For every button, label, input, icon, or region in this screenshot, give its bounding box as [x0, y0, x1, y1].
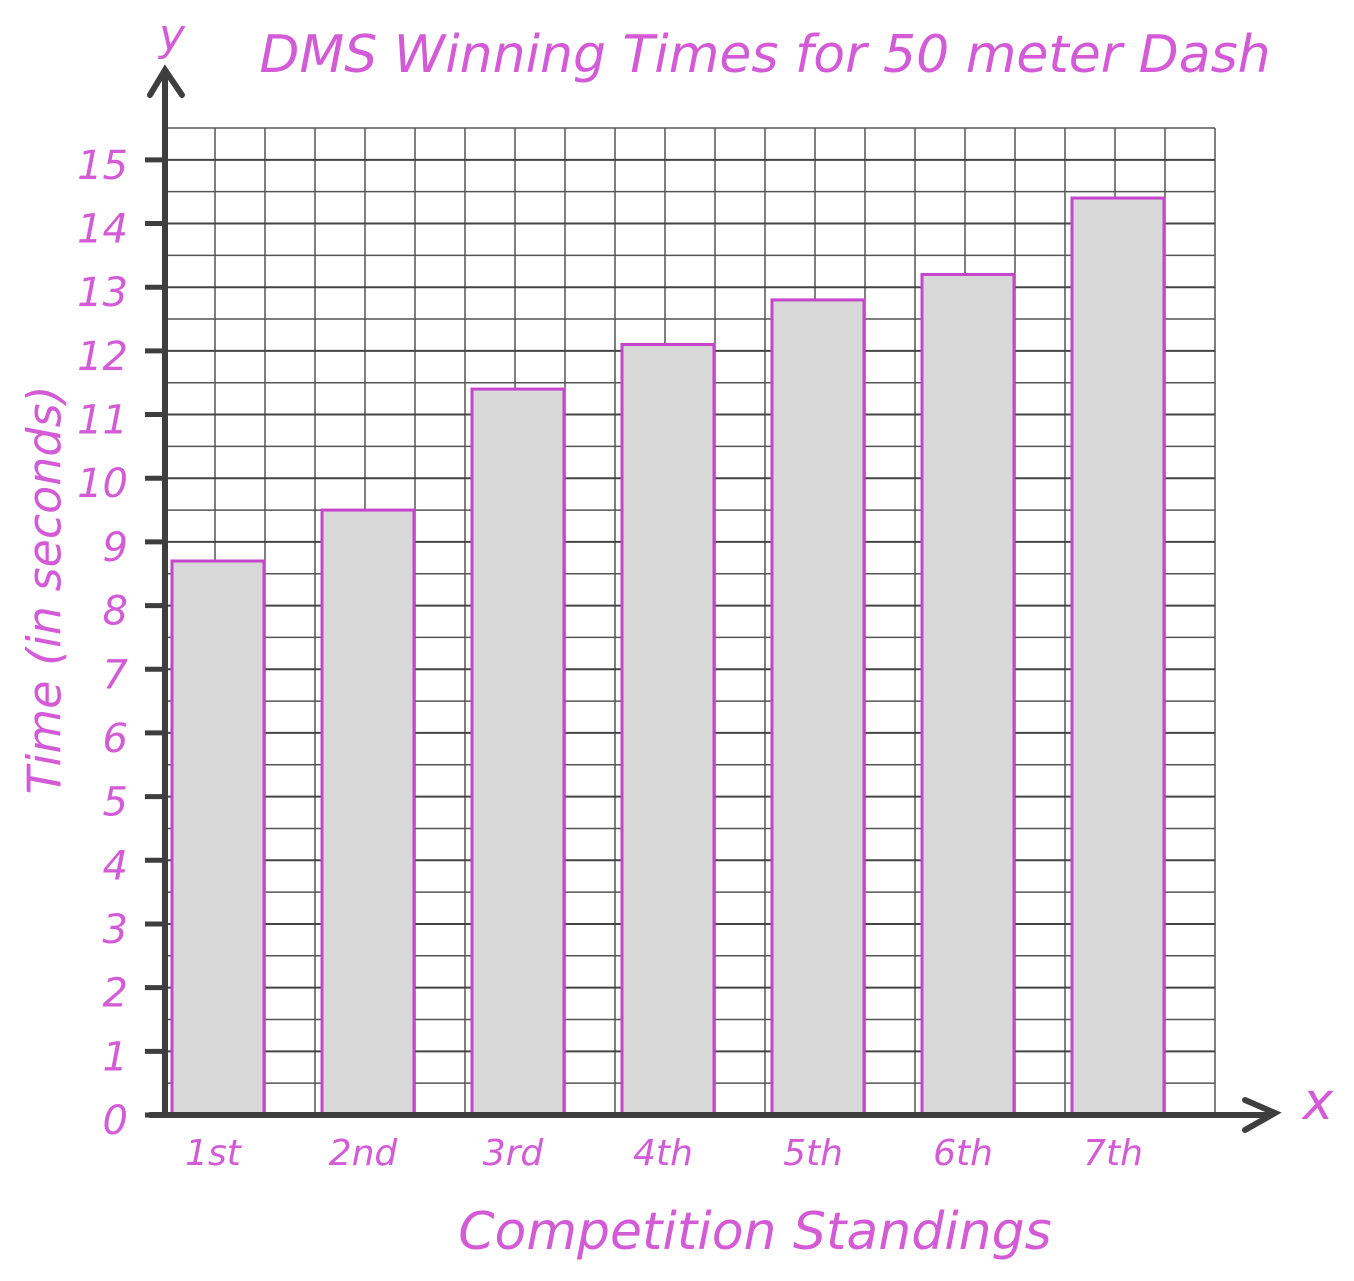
x-tick-label: 2nd — [329, 1133, 399, 1174]
y-tick-label: 4 — [103, 843, 128, 889]
y-tick-label: 14 — [77, 207, 128, 253]
x-tick-label: 1st — [185, 1133, 243, 1174]
y-tick-label: 7 — [103, 652, 129, 698]
x-tick-label: 6th — [933, 1133, 993, 1174]
y-tick-label: 2 — [103, 971, 128, 1017]
x-tick-label: 3rd — [483, 1133, 545, 1174]
bar — [1072, 198, 1164, 1115]
bar — [322, 510, 414, 1115]
y-tick-label: 1 — [103, 1034, 128, 1080]
y-tick-label: 12 — [77, 334, 128, 380]
y-tick-label: 9 — [103, 525, 128, 571]
x-tick-label: 4th — [633, 1133, 693, 1174]
bar — [922, 274, 1014, 1115]
bar — [622, 345, 714, 1115]
y-tick-label: 8 — [103, 589, 128, 635]
y-tick-label: 11 — [77, 398, 128, 444]
x-axis-label: Competition Standings — [458, 1202, 1051, 1262]
y-tick-label: 3 — [103, 907, 128, 953]
x-axis-letter: x — [1301, 1072, 1335, 1132]
x-tick-label: 5th — [783, 1133, 843, 1174]
y-tick-label: 10 — [77, 461, 128, 507]
bar — [772, 300, 864, 1115]
y-axis-label: Time (in seconds) — [18, 385, 72, 794]
y-tick-label: 0 — [103, 1098, 128, 1144]
y-tick-label: 5 — [103, 780, 128, 826]
y-tick-label: 15 — [77, 143, 128, 189]
bars — [172, 198, 1164, 1115]
y-tick-label: 13 — [77, 270, 128, 316]
bar — [172, 561, 264, 1115]
chart-title: DMS Winning Times for 50 meter Dash — [259, 25, 1270, 85]
chart: DMS Winning Times for 50 meter Dash Time… — [0, 0, 1354, 1281]
bar — [472, 389, 564, 1115]
x-tick-label: 7th — [1083, 1133, 1143, 1174]
y-axis-letter: y — [157, 10, 186, 61]
y-tick-label: 6 — [103, 716, 128, 762]
